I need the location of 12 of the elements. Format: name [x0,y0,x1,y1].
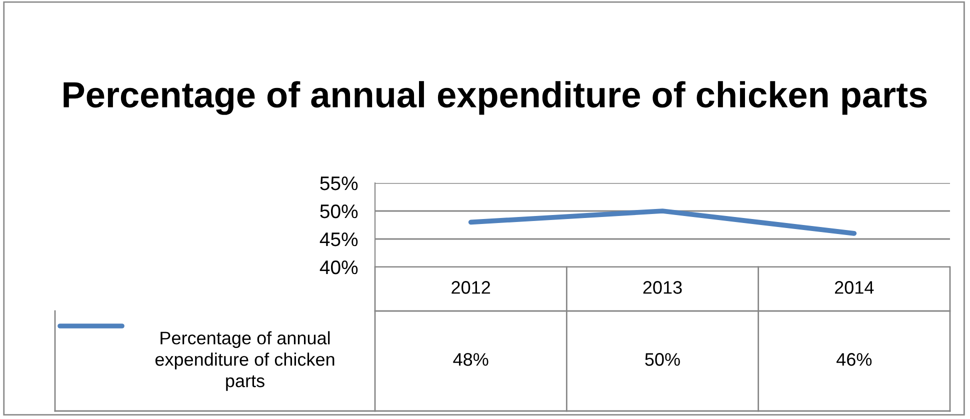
y-tick-label: 40% [320,260,358,274]
data-label: 48% [453,353,488,366]
x-tick-label: 2013 [643,281,682,294]
data-label: 46% [836,353,872,366]
y-tick-label: 45% [320,232,358,246]
x-tick-label: 2012 [452,281,490,294]
data-label: 50% [645,353,680,366]
x-tick-label: 2014 [834,281,874,294]
text: Percentage of annual expenditure of chicken parts [155,331,334,391]
y-tick-label: 50% [320,204,358,218]
y-tick-label: 55% [320,176,358,190]
chart-title: Percentage of annual expenditure of chicken parts [64,81,927,115]
